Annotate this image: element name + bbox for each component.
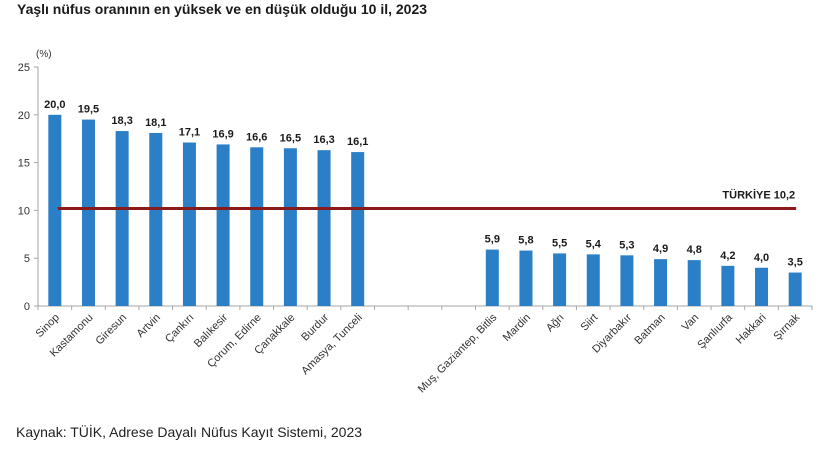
y-tick-label: 5 — [24, 253, 30, 265]
data-label: 4,8 — [687, 244, 702, 256]
data-label: 5,5 — [552, 237, 567, 249]
source-note: Kaynak: TÜİK, Adrese Dayalı Nüfus Kayıt … — [16, 424, 363, 440]
bar — [654, 259, 668, 306]
data-label: 5,8 — [518, 235, 533, 247]
category-label: Burdur — [299, 311, 331, 343]
data-label: 20,0 — [44, 99, 65, 111]
bar — [351, 152, 365, 306]
bar-chart: (%)051015202520,0Sinop19,5Kastamonu18,3G… — [18, 49, 813, 395]
bar — [250, 147, 264, 306]
data-label: 16,6 — [246, 131, 267, 143]
category-label: Mardin — [501, 312, 533, 344]
data-label: 16,1 — [347, 136, 368, 148]
y-tick-label: 10 — [18, 205, 30, 217]
bar — [788, 272, 802, 306]
chart-title: Yaşlı nüfus oranının en yüksek ve en düş… — [17, 1, 428, 17]
bar — [519, 250, 533, 306]
data-label: 4,0 — [754, 252, 769, 264]
bar — [115, 131, 129, 306]
data-label: 5,9 — [485, 234, 500, 246]
bar — [721, 265, 735, 306]
data-label: 4,9 — [653, 243, 668, 255]
category-label: Hakkari — [734, 312, 769, 347]
y-tick-label: 0 — [24, 301, 30, 313]
category-label: Van — [680, 312, 702, 334]
data-label: 18,3 — [111, 115, 132, 127]
data-label: 16,3 — [313, 134, 334, 146]
data-label: 5,4 — [586, 238, 602, 250]
category-label: Şırnak — [771, 311, 802, 342]
data-label: 16,9 — [212, 128, 233, 140]
bar — [553, 253, 567, 306]
category-label: Muş, Gaziantep, Bitlis — [416, 311, 500, 395]
bar — [182, 142, 196, 306]
bar — [149, 132, 163, 306]
data-label: 5,3 — [619, 239, 634, 251]
category-label: Batman — [632, 312, 667, 347]
axes — [34, 66, 813, 310]
category-label: Artvin — [135, 312, 163, 340]
bar — [81, 119, 95, 306]
category-label: Amasya, Tunceli — [299, 312, 365, 378]
bar — [283, 148, 297, 306]
bar — [755, 267, 769, 306]
category-label: Giresun — [94, 312, 130, 348]
data-label: 19,5 — [78, 104, 99, 116]
data-label: 4,2 — [720, 250, 735, 262]
y-axis-unit: (%) — [36, 49, 52, 60]
data-label: 17,1 — [179, 127, 200, 139]
data-label: 16,5 — [280, 132, 301, 144]
bar — [48, 114, 62, 306]
category-label: Çankırı — [163, 312, 197, 346]
bar — [620, 255, 634, 306]
data-label: 3,5 — [788, 257, 803, 269]
bar — [317, 150, 331, 306]
labels: (%)051015202520,0Sinop19,5Kastamonu18,3G… — [18, 49, 803, 395]
bar — [586, 254, 600, 306]
bar — [216, 144, 230, 306]
y-tick-label: 20 — [18, 110, 30, 122]
category-label: Şanlıurfa — [695, 311, 735, 351]
category-label: Siirt — [578, 312, 600, 334]
data-label: 18,1 — [145, 117, 166, 129]
bar — [687, 260, 701, 306]
category-label: Ağrı — [544, 312, 567, 335]
bar — [485, 249, 499, 306]
category-label: Sinop — [34, 312, 62, 340]
reference-line-label: TÜRKİYE 10,2 — [722, 188, 795, 201]
y-tick-label: 25 — [18, 62, 30, 74]
bars — [48, 114, 802, 306]
y-tick-label: 15 — [18, 158, 30, 170]
